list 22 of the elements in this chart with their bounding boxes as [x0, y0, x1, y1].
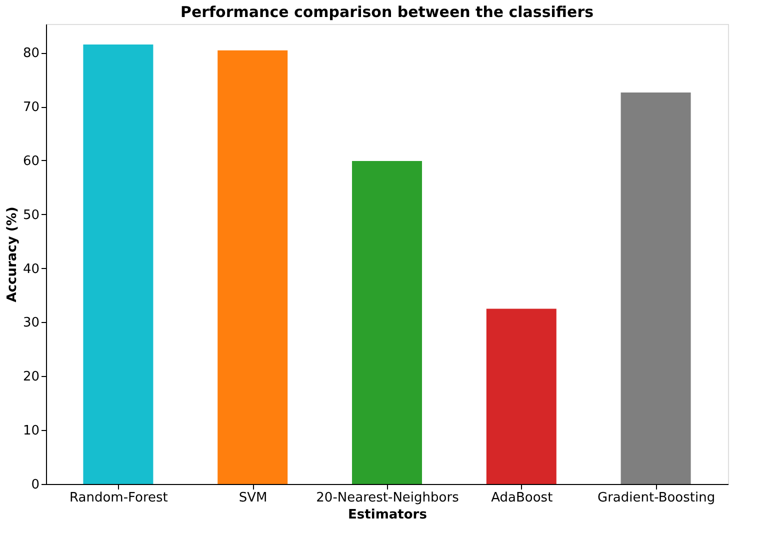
bar	[83, 44, 154, 484]
x-tick-label: SVM	[238, 490, 268, 506]
y-tick-label: 30	[22, 316, 40, 331]
y-tick-label: 60	[22, 154, 40, 169]
x-axis-title: Estimators	[348, 508, 428, 522]
bar	[486, 308, 556, 484]
y-tick-label: 50	[22, 208, 40, 223]
x-tick-label: Random-Forest	[69, 490, 168, 506]
y-tick-label: 70	[22, 100, 40, 116]
bar	[352, 160, 422, 484]
y-tick-label: 40	[22, 262, 40, 277]
y-tick-label: 80	[22, 46, 40, 62]
y-tick-label: 20	[22, 370, 40, 385]
y-axis-title: Accuracy (%)	[4, 206, 20, 302]
x-tick-label: 20-Nearest-Neighbors	[316, 490, 460, 506]
y-tick-label: 10	[22, 424, 40, 439]
y-tick-label: 0	[31, 478, 40, 492]
x-tick-label: Gradient-Boosting	[597, 490, 716, 506]
chart-title: Performance comparison between the classifiers	[180, 3, 594, 21]
x-tick-label: AdaBoost	[491, 490, 553, 506]
bar	[218, 50, 288, 484]
bar	[620, 92, 691, 484]
